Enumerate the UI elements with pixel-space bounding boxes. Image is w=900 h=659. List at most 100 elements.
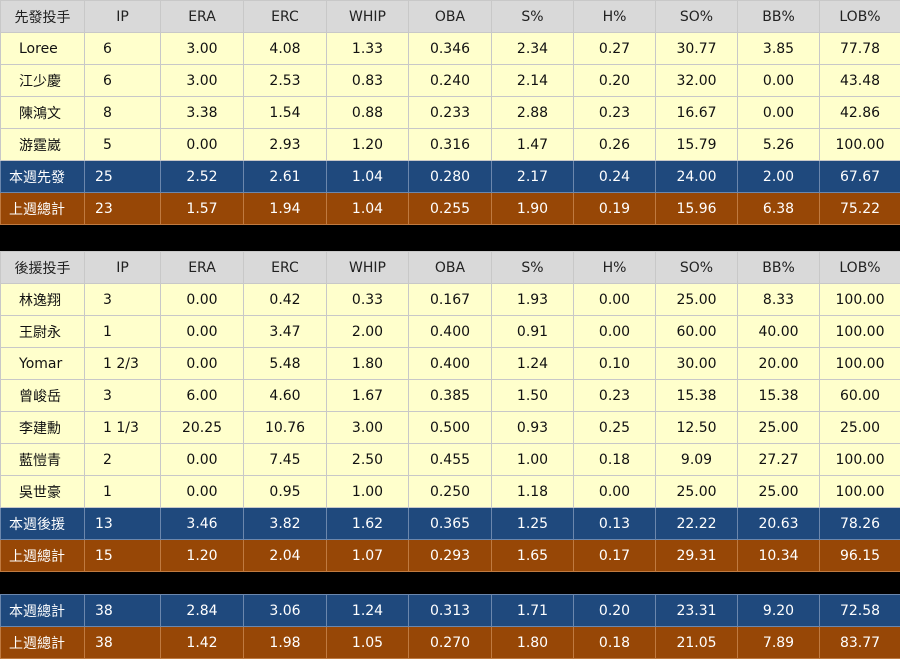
- stat-whip: 1.00: [327, 476, 409, 508]
- stat-oba: 0.385: [409, 380, 492, 412]
- stat-h-pct: 0.23: [574, 380, 656, 412]
- stat-era: 0.00: [161, 284, 244, 316]
- stat-h-pct: 0.18: [574, 627, 656, 659]
- stat-bb-pct: 25.00: [738, 476, 820, 508]
- stat-so-pct: 60.00: [656, 316, 738, 348]
- pitcher-name: 林逸翔: [1, 284, 85, 316]
- stat-s-pct: 1.90: [492, 193, 574, 225]
- stat-so-pct: 9.09: [656, 444, 738, 476]
- stat-bb-pct: 25.00: [738, 412, 820, 444]
- stat-s-pct: 1.50: [492, 380, 574, 412]
- stat-era: 1.42: [161, 627, 244, 659]
- stat-whip: 0.88: [327, 97, 409, 129]
- stat-oba: 0.293: [409, 540, 492, 572]
- pitcher-name: Loree: [1, 33, 85, 65]
- stat-bb-pct: 9.20: [738, 595, 820, 627]
- stat-ip: 25: [85, 161, 161, 193]
- stat-ip: 15: [85, 540, 161, 572]
- header-oba: OBA: [409, 252, 492, 284]
- stat-era: 0.00: [161, 348, 244, 380]
- stat-oba: 0.250: [409, 476, 492, 508]
- header-h-pct: H%: [574, 1, 656, 33]
- stat-h-pct: 0.19: [574, 193, 656, 225]
- stat-ip: 5: [85, 129, 161, 161]
- stat-h-pct: 0.00: [574, 316, 656, 348]
- stat-bb-pct: 8.33: [738, 284, 820, 316]
- header-bb-pct: BB%: [738, 252, 820, 284]
- stat-so-pct: 23.31: [656, 595, 738, 627]
- stat-era: 3.00: [161, 65, 244, 97]
- stat-bb-pct: 27.27: [738, 444, 820, 476]
- stat-s-pct: 0.93: [492, 412, 574, 444]
- stat-lob-pct: 67.67: [820, 161, 900, 193]
- stat-so-pct: 21.05: [656, 627, 738, 659]
- header-whip: WHIP: [327, 1, 409, 33]
- stat-bb-pct: 15.38: [738, 380, 820, 412]
- stat-bb-pct: 3.85: [738, 33, 820, 65]
- stat-ip: 13: [85, 508, 161, 540]
- stat-s-pct: 1.18: [492, 476, 574, 508]
- stat-s-pct: 1.93: [492, 284, 574, 316]
- pitcher-name: 曾峻岳: [1, 380, 85, 412]
- stat-ip: 6: [85, 33, 161, 65]
- stat-erc: 4.60: [244, 380, 327, 412]
- stat-ip: 2: [85, 444, 161, 476]
- stat-lob-pct: 77.78: [820, 33, 900, 65]
- stat-era: 0.00: [161, 476, 244, 508]
- stat-so-pct: 30.00: [656, 348, 738, 380]
- stat-lob-pct: 42.86: [820, 97, 900, 129]
- stat-era: 0.00: [161, 444, 244, 476]
- pitcher-name: 王尉永: [1, 316, 85, 348]
- stat-whip: 1.62: [327, 508, 409, 540]
- stat-whip: 1.05: [327, 627, 409, 659]
- pitcher-name: 陳鴻文: [1, 97, 85, 129]
- stat-era: 6.00: [161, 380, 244, 412]
- stat-whip: 3.00: [327, 412, 409, 444]
- stat-so-pct: 24.00: [656, 161, 738, 193]
- pitcher-name: 本週總計: [1, 595, 85, 627]
- stat-h-pct: 0.25: [574, 412, 656, 444]
- pitcher-name: 李建勳: [1, 412, 85, 444]
- stat-s-pct: 0.91: [492, 316, 574, 348]
- stat-s-pct: 1.24: [492, 348, 574, 380]
- stat-erc: 7.45: [244, 444, 327, 476]
- stat-era: 2.84: [161, 595, 244, 627]
- stat-s-pct: 1.25: [492, 508, 574, 540]
- stat-s-pct: 2.14: [492, 65, 574, 97]
- stat-whip: 0.33: [327, 284, 409, 316]
- stat-h-pct: 0.20: [574, 65, 656, 97]
- pitcher-name: 藍愷青: [1, 444, 85, 476]
- pitcher-name: 江少慶: [1, 65, 85, 97]
- stat-era: 0.00: [161, 129, 244, 161]
- stat-erc: 10.76: [244, 412, 327, 444]
- pitcher-name: 吳世豪: [1, 476, 85, 508]
- header-lob-pct: LOB%: [820, 1, 900, 33]
- stat-bb-pct: 5.26: [738, 129, 820, 161]
- stat-whip: 1.04: [327, 193, 409, 225]
- stat-bb-pct: 0.00: [738, 65, 820, 97]
- stat-erc: 0.42: [244, 284, 327, 316]
- pitcher-name: 上週總計: [1, 193, 85, 225]
- header-pitcher: 先發投手: [1, 1, 85, 33]
- stat-erc: 2.93: [244, 129, 327, 161]
- stat-lob-pct: 25.00: [820, 412, 900, 444]
- stat-oba: 0.240: [409, 65, 492, 97]
- stat-lob-pct: 100.00: [820, 444, 900, 476]
- stat-h-pct: 0.00: [574, 476, 656, 508]
- header-erc: ERC: [244, 252, 327, 284]
- stat-s-pct: 2.88: [492, 97, 574, 129]
- stat-erc: 1.98: [244, 627, 327, 659]
- header-h-pct: H%: [574, 252, 656, 284]
- stat-whip: 2.50: [327, 444, 409, 476]
- stat-ip: 1 2/3: [85, 348, 161, 380]
- stat-ip: 8: [85, 97, 161, 129]
- stat-ip: 1: [85, 476, 161, 508]
- stat-oba: 0.167: [409, 284, 492, 316]
